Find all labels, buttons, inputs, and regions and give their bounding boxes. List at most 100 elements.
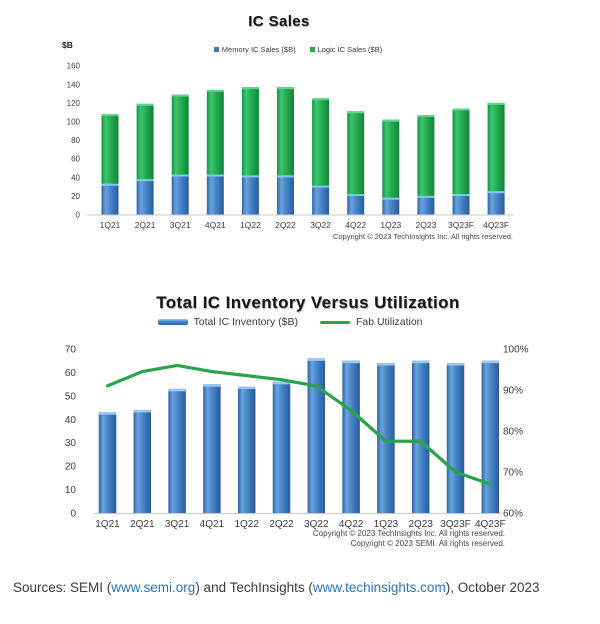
bar-4Q21-logic bbox=[206, 89, 224, 175]
bar-2Q21-logic bbox=[136, 103, 154, 180]
bar-1Q22-memory bbox=[241, 175, 259, 215]
bar-1Q21-logic bbox=[101, 114, 119, 184]
bar-2Q23-memory-cap bbox=[417, 195, 435, 198]
bar-2Q21-logic-cap bbox=[136, 103, 154, 106]
inventory-x-label-4Q22: 4Q22 bbox=[339, 519, 364, 530]
inventory-bar-4Q21 bbox=[203, 384, 221, 513]
bar-2Q22-memory-cap bbox=[277, 175, 294, 178]
bar-2Q23-memory bbox=[417, 195, 435, 215]
ic-sales-legend: Memory IC Sales ($B) Logic IC Sales ($B) bbox=[0, 45, 596, 54]
bar-4Q23F-memory bbox=[487, 191, 505, 215]
ic-sales-y-axis-unit: $B bbox=[62, 40, 73, 50]
inventory-bar-1Q23 bbox=[377, 363, 395, 513]
inventory-bar-3Q23F bbox=[446, 363, 465, 513]
inventory-y-tick-30: 30 bbox=[65, 438, 77, 449]
ic-sales-x-label-2Q21: 2Q21 bbox=[135, 220, 156, 230]
bar-2Q22-memory bbox=[277, 175, 294, 215]
ic-sales-x-label-4Q21: 4Q21 bbox=[205, 220, 226, 230]
ic-sales-plot: 0 20 40 60 80 100 120 140 160 1Q21 2Q21 3Q21 4Q21 1Q2… bbox=[67, 62, 514, 230]
inventory-legend-label: Total IC Inventory ($B) bbox=[193, 316, 298, 328]
inventory-bar-3Q21 bbox=[168, 388, 186, 513]
inventory-bar-4Q21-cap bbox=[203, 384, 221, 387]
bar-4Q21-memory bbox=[206, 174, 224, 215]
inventory-utilization-copyright: Copyright © 2023 TechInsights Inc. All r… bbox=[0, 529, 505, 548]
bar-2Q21-memory bbox=[136, 179, 154, 215]
ic-sales-y-tick-80: 80 bbox=[71, 136, 80, 145]
inventory-bar-2Q23-cap bbox=[411, 360, 430, 364]
ic-sales-y-tick-100: 100 bbox=[67, 118, 81, 127]
utilization-y-tick-80%: 80% bbox=[503, 427, 523, 438]
source-suffix: ), October 2023 bbox=[445, 580, 540, 595]
ic-sales-x-label-3Q22: 3Q22 bbox=[310, 220, 331, 230]
ic-sales-y-tick-20: 20 bbox=[71, 192, 80, 201]
inventory-bar-3Q22-cap bbox=[307, 358, 326, 361]
bar-1Q22-logic bbox=[241, 87, 259, 176]
inventory-y-tick-40: 40 bbox=[65, 415, 77, 426]
utilization-y-tick-70%: 70% bbox=[503, 468, 523, 479]
bar-1Q21-logic-cap bbox=[101, 114, 119, 117]
inventory-bar-2Q21-cap bbox=[133, 409, 152, 413]
bar-3Q22-logic-cap bbox=[312, 98, 330, 101]
inventory-y-tick-20: 20 bbox=[65, 462, 77, 473]
bar-3Q23F-memory bbox=[452, 194, 470, 215]
inventory-bar-4Q23F-cap bbox=[481, 360, 500, 364]
ic-sales-x-label-1Q23: 1Q23 bbox=[380, 220, 401, 230]
bar-3Q21-memory-cap bbox=[171, 174, 189, 177]
techinsights-link[interactable]: www.techinsights.com bbox=[312, 580, 446, 595]
bar-2Q23-logic-cap bbox=[417, 114, 435, 117]
inventory-bar-1Q21 bbox=[98, 412, 117, 513]
bar-1Q21-memory bbox=[101, 183, 119, 215]
inventory-bar-2Q21 bbox=[133, 409, 152, 513]
inventory-x-label-4Q23F: 4Q23F bbox=[475, 519, 506, 530]
inventory-x-label-4Q21: 4Q21 bbox=[200, 519, 225, 530]
inventory-x-label-3Q21: 3Q21 bbox=[165, 519, 190, 530]
bar-2Q22-logic-cap bbox=[277, 87, 294, 90]
ic-sales-x-label-4Q22: 4Q22 bbox=[345, 220, 366, 230]
copyright-line-semi: Copyright © 2023 SEMI. All rights reserv… bbox=[350, 538, 505, 548]
inventory-legend-swatch bbox=[157, 319, 188, 325]
ic-sales-y-tick-120: 120 bbox=[67, 99, 81, 108]
legend-item-fab-utilization: Fab Utilization bbox=[319, 316, 423, 328]
ic-sales-x-label-4Q23F: 4Q23F bbox=[483, 220, 509, 230]
semi-link[interactable]: www.semi.org bbox=[111, 580, 196, 595]
utilization-y-tick-100%: 100% bbox=[503, 345, 529, 356]
ic-sales-x-label-2Q23: 2Q23 bbox=[416, 220, 437, 230]
fab-utilization-line bbox=[105, 363, 492, 486]
bar-3Q23F-memory-cap bbox=[452, 194, 470, 197]
bar-3Q22-memory-cap bbox=[312, 185, 330, 188]
bar-4Q22-logic-cap bbox=[347, 111, 365, 114]
bar-4Q22-memory-cap bbox=[347, 194, 365, 197]
inventory-bar-1Q21-cap bbox=[98, 412, 117, 415]
inventory-x-label-1Q22: 1Q22 bbox=[234, 519, 259, 530]
bar-1Q21-memory-cap bbox=[101, 183, 119, 186]
bar-4Q22-memory bbox=[347, 194, 365, 215]
ic-sales-x-label-2Q22: 2Q22 bbox=[275, 220, 296, 230]
inventory-bar-3Q22 bbox=[307, 358, 326, 513]
ic-sales-x-label-1Q21: 1Q21 bbox=[100, 220, 121, 230]
inventory-utilization-legend: Total IC Inventory ($B) Fab Utilization bbox=[0, 316, 580, 328]
inventory-utilization-title: Total IC Inventory Versus Utilization bbox=[156, 293, 460, 312]
bar-4Q21-memory-cap bbox=[206, 174, 224, 177]
inventory-bar-3Q23F-cap bbox=[446, 363, 465, 366]
bar-1Q23-memory bbox=[382, 197, 400, 215]
inventory-bar-4Q23F bbox=[481, 360, 500, 513]
ic-sales-copyright: Copyright © 2023 TechInsights Inc. All r… bbox=[332, 232, 513, 241]
source-middle: ) and TechInsights ( bbox=[195, 580, 313, 595]
ic-sales-x-label-1Q22: 1Q22 bbox=[240, 220, 261, 230]
bar-3Q23F-logic-cap bbox=[452, 108, 470, 111]
bar-3Q21-logic-cap bbox=[171, 94, 189, 97]
inventory-x-label-2Q22: 2Q22 bbox=[269, 519, 294, 530]
bar-4Q22-logic bbox=[347, 111, 365, 195]
inventory-y-tick-70: 70 bbox=[65, 345, 77, 356]
inventory-x-label-3Q23F: 3Q23F bbox=[440, 519, 471, 530]
bar-1Q22-logic-cap bbox=[241, 87, 259, 90]
utilization-y-tick-90%: 90% bbox=[503, 386, 523, 397]
bar-4Q23F-logic bbox=[487, 102, 505, 192]
inventory-bar-1Q23-cap bbox=[377, 363, 395, 366]
inventory-x-label-2Q21: 2Q21 bbox=[130, 519, 155, 530]
ic-sales-x-label-3Q21: 3Q21 bbox=[170, 220, 191, 230]
inventory-bar-4Q22-cap bbox=[342, 360, 360, 364]
bar-4Q21-logic-cap bbox=[206, 89, 224, 92]
legend-item-memory: Memory IC Sales ($B) bbox=[213, 45, 296, 54]
